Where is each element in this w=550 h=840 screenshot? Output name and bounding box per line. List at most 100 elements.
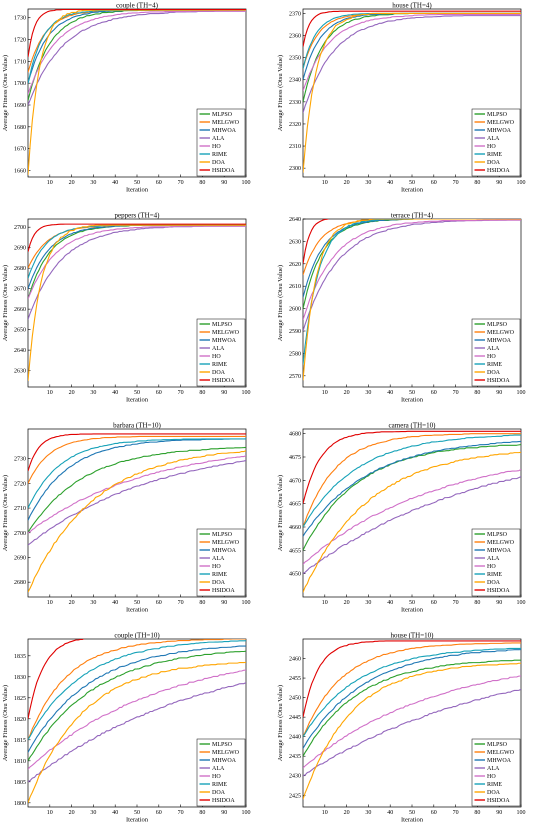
chart-panel-1: couple (TH=4) 10 20 30 40 50 60 70 80 90 100 1660 16… <box>2 2 251 194</box>
legend-label: MELGWO <box>212 120 240 126</box>
series-line-ho <box>28 225 246 300</box>
legend: MLPSO MELGWO MHWOA ALA HO RIME DOA HSIDOA <box>471 738 521 807</box>
y-tick-label: 1690 <box>14 103 26 109</box>
series-line-ala <box>28 682 246 783</box>
series-line-melgwo <box>28 435 246 484</box>
series-line-melgwo <box>303 12 521 69</box>
series-line-rime <box>303 434 521 528</box>
legend-label: DOA <box>212 160 226 166</box>
x-tick-label: 10 <box>322 180 328 186</box>
series-line-mhwoa <box>28 224 246 289</box>
x-tick-label: 20 <box>344 390 350 396</box>
series-line-ho <box>303 13 521 91</box>
x-tick-label: 80 <box>474 390 480 396</box>
y-tick-label: 1835 <box>14 654 26 660</box>
y-tick-label: 2435 <box>289 754 301 760</box>
legend: MLPSO MELGWO MHWOA ALA HO RIME DOA HSIDOA <box>471 528 521 597</box>
legend-label: MLPSO <box>487 532 508 538</box>
x-tick-label: 60 <box>156 600 162 606</box>
y-tick-label: 2440 <box>289 735 301 741</box>
legend-label: HO <box>212 564 221 570</box>
x-tick-label: 100 <box>242 810 251 816</box>
y-tick-label: 2425 <box>289 793 301 799</box>
x-tick-label: 90 <box>496 180 502 186</box>
x-tick-label: 70 <box>453 180 459 186</box>
y-tick-label: 2670 <box>14 287 26 293</box>
y-tick-label: 2640 <box>289 217 301 223</box>
y-tick-label: 2590 <box>289 329 301 335</box>
series-line-rime <box>303 12 521 69</box>
series-line-hsidoa <box>28 9 246 58</box>
x-tick-label: 30 <box>90 810 96 816</box>
y-tick-label: 2680 <box>14 266 26 272</box>
legend-label: MHWOA <box>212 548 237 554</box>
y-tick-label: 1815 <box>14 738 26 744</box>
legend-label: HO <box>487 144 496 150</box>
x-tick-label: 80 <box>199 390 205 396</box>
series-line-mlpso <box>28 224 246 300</box>
series-line-ala <box>28 459 246 546</box>
x-tick-label: 30 <box>365 810 371 816</box>
series-line-ho <box>28 10 246 95</box>
legend-label: MELGWO <box>487 120 515 126</box>
series-line-rime <box>303 647 521 737</box>
legend-label: MLPSO <box>212 112 233 118</box>
x-tick-label: 100 <box>517 600 526 606</box>
series-line-doa <box>303 451 521 593</box>
legend-label: RIME <box>487 572 502 578</box>
chart-panel-5: barbara (TH=10) 10 20 30 40 50 60 70 80 90 100 2680… <box>2 422 251 614</box>
x-tick-label: 20 <box>69 180 75 186</box>
chart-title: couple (TH=4) <box>116 2 159 10</box>
x-tick-label: 40 <box>387 180 393 186</box>
series-line-ala <box>303 688 521 777</box>
legend-label: ALA <box>487 556 500 562</box>
x-tick-label: 80 <box>199 600 205 606</box>
legend: MLPSO MELGWO MHWOA ALA HO RIME DOA HSIDOA <box>471 108 521 177</box>
x-tick-label: 10 <box>47 600 53 606</box>
x-tick-label: 20 <box>344 180 350 186</box>
series-line-mlpso <box>303 12 521 102</box>
x-tick-label: 50 <box>134 600 140 606</box>
x-tick-label: 30 <box>365 180 371 186</box>
y-tick-label: 1660 <box>14 168 26 174</box>
y-tick-label: 2570 <box>289 374 301 380</box>
x-tick-label: 30 <box>90 600 96 606</box>
legend-label: DOA <box>487 370 501 376</box>
legend-label: RIME <box>212 782 227 788</box>
x-tick-label: 100 <box>242 390 251 396</box>
legend: MLPSO MELGWO MHWOA ALA HO RIME DOA HSIDOA <box>196 318 246 387</box>
x-tick-label: 70 <box>453 390 459 396</box>
series-line-melgwo <box>303 219 521 276</box>
series-line-mhwoa <box>303 12 521 80</box>
x-axis-label: Iteration <box>401 607 424 614</box>
y-axis-label: Average Fitness (Otsu Value) <box>2 55 9 131</box>
x-tick-label: 60 <box>431 390 437 396</box>
legend-label: MELGWO <box>212 750 240 756</box>
x-tick-label: 80 <box>199 180 205 186</box>
y-tick-label: 4655 <box>289 548 301 554</box>
legend-label: ALA <box>487 766 500 772</box>
x-tick-label: 50 <box>134 180 140 186</box>
x-tick-label: 40 <box>112 600 118 606</box>
chart-title: camera (TH=10) <box>389 422 437 430</box>
x-tick-label: 90 <box>496 600 502 606</box>
legend-label: MLPSO <box>212 742 233 748</box>
legend-box <box>471 738 521 807</box>
chart-title: barbara (TH=10) <box>113 422 161 430</box>
series-line-melgwo <box>303 642 521 737</box>
legend-label: HSIDOA <box>212 588 235 594</box>
y-axis-label: Average Fitness (Otsu Value) <box>2 475 9 551</box>
x-tick-label: 30 <box>365 390 371 396</box>
x-tick-label: 90 <box>221 390 227 396</box>
x-axis-label: Iteration <box>401 817 424 824</box>
x-tick-label: 50 <box>409 180 415 186</box>
x-tick-label: 10 <box>47 390 53 396</box>
x-tick-label: 10 <box>322 810 328 816</box>
legend-label: MLPSO <box>487 742 508 748</box>
x-tick-label: 20 <box>69 810 75 816</box>
legend-box <box>471 108 521 177</box>
series-line-ho <box>28 669 246 770</box>
x-tick-label: 90 <box>496 390 502 396</box>
x-tick-label: 70 <box>453 600 459 606</box>
